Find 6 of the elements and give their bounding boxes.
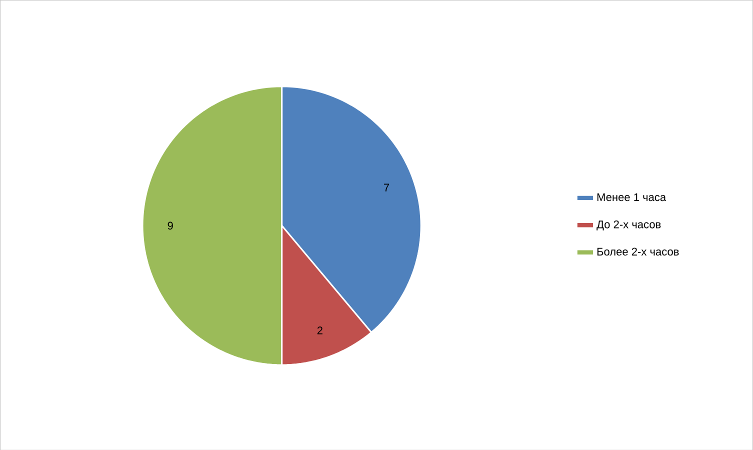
legend-label: Более 2-х часов xyxy=(597,248,679,256)
legend-label: Менее 1 часа xyxy=(597,193,666,201)
data-label: 7 xyxy=(384,184,390,192)
legend-label: До 2-х часов xyxy=(596,220,661,230)
data-label: 2 xyxy=(317,326,322,334)
data-label: 9 xyxy=(168,222,173,230)
